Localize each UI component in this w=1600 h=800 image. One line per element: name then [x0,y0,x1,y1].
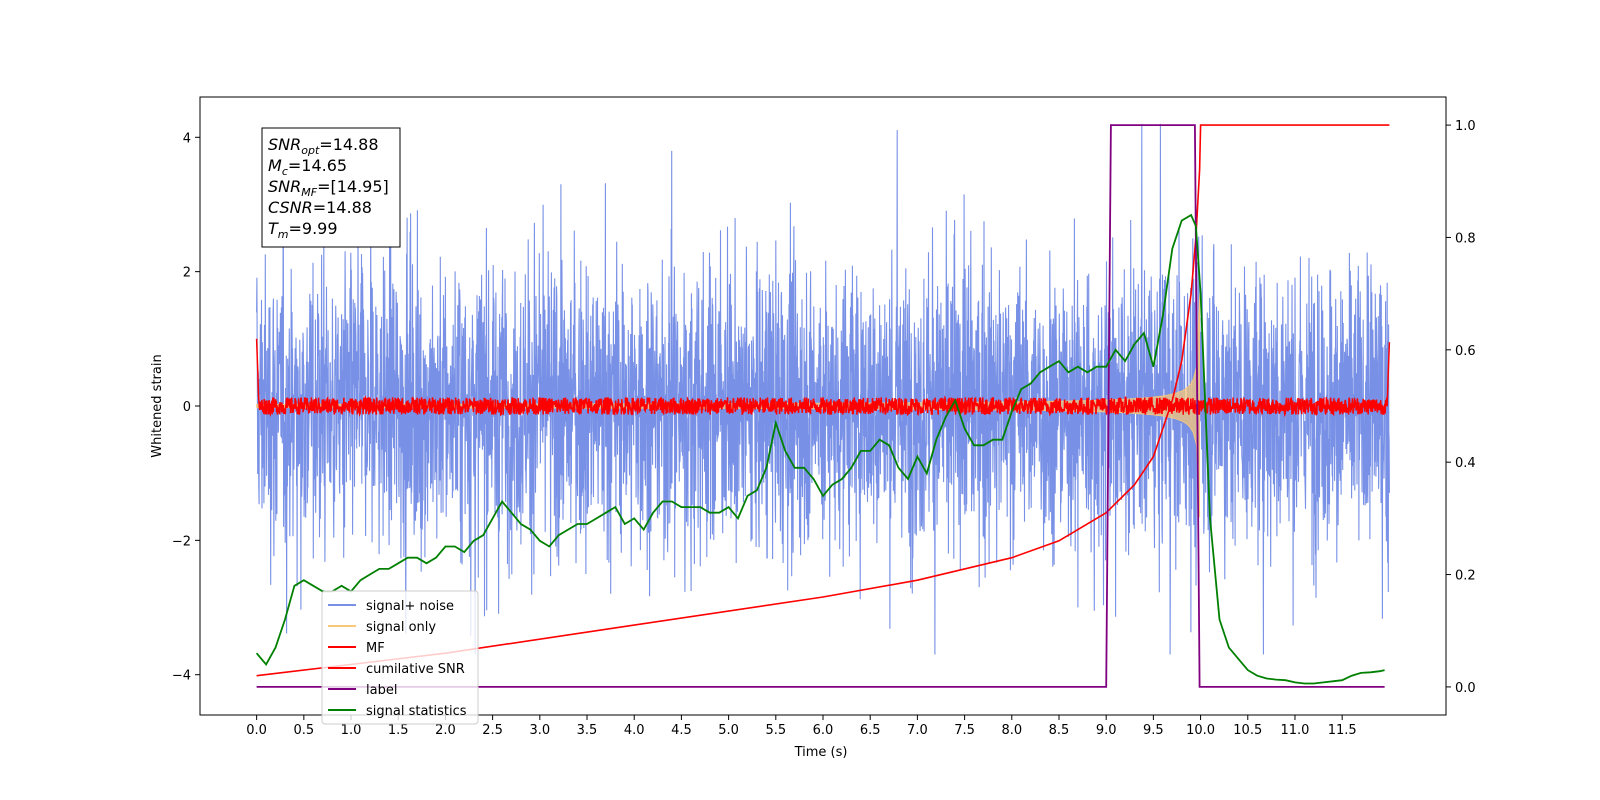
annotation-line: Mc=14.65 [268,156,347,178]
legend-label: MF [366,641,385,656]
y-axis-ticks: −4 −2 0 2 4 [172,131,200,684]
series-cumulative-snr [256,124,1390,677]
x-tick-label: 2.5 [482,723,503,738]
x-tick-label: 9.0 [1096,723,1117,738]
x-tick-label: 9.5 [1143,723,1164,738]
x-axis-label: Time (s) [794,745,848,760]
x-axis-ticks: 0.0 0.5 1.0 1.5 2.0 2.5 3.0 3.5 4.0 4.5 5.0 5.5 6.0 6… [246,715,1357,738]
x-tick-label: 6.0 [813,723,834,738]
x-tick-label: 1.0 [341,723,362,738]
y2-tick-label: 0.2 [1455,569,1476,584]
series-signal-statistics [255,213,1385,685]
x-tick-label: 10.0 [1186,723,1215,738]
y-tick-label: 2 [183,266,191,281]
x-tick-label: 6.5 [860,723,881,738]
x-tick-label: 10.5 [1233,723,1262,738]
legend: signal+ noise signal only MF cumilative SNR… [321,590,479,725]
x-tick-label: 0.5 [293,723,314,738]
stats-annotation-box: SNRopt=14.88Mc=14.65SNRMF=[14.95]CSNR=14… [261,127,401,248]
legend-label: label [366,683,397,698]
x-tick-label: 5.5 [765,723,786,738]
x-tick-label: 1.5 [388,723,409,738]
legend-label: signal only [366,620,436,635]
x-tick-label: 3.0 [529,723,550,738]
y2-tick-label: 0.4 [1455,456,1476,471]
x-tick-label: 4.5 [671,723,692,738]
y2-axis-ticks: 0.0 0.2 0.4 0.6 0.8 1.0 [1446,119,1476,696]
y2-tick-label: 0.0 [1455,681,1476,696]
y2-tick-label: 0.6 [1455,344,1476,359]
x-tick-label: 2.0 [435,723,456,738]
series-mf [255,338,1391,418]
x-tick-label: 5.0 [718,723,739,738]
x-tick-label: 7.0 [907,723,928,738]
y-tick-label: −4 [172,669,191,684]
x-tick-label: 4.0 [624,723,645,738]
legend-label: cumilative SNR [366,662,465,677]
legend-label: signal statistics [366,704,467,719]
y2-tick-label: 0.8 [1455,231,1476,246]
x-tick-label: 7.5 [954,723,975,738]
legend-label: signal+ noise [366,599,454,614]
y2-tick-label: 1.0 [1455,119,1476,134]
annotation-line: CSNR=14.88 [268,198,372,217]
annotation-line: SNRopt=14.88 [268,135,379,157]
x-tick-label: 0.0 [246,723,267,738]
series-label [256,124,1385,688]
x-tick-label: 3.5 [577,723,598,738]
series-layer [255,123,1391,688]
series-signal-noise [256,123,1390,655]
y-tick-label: 0 [183,400,191,415]
y-axis-label: Whitened strain [150,354,165,457]
x-tick-label: 8.0 [1001,723,1022,738]
annotation-line: Tm=9.99 [268,219,338,241]
annotation-line: SNRMF=[14.95] [268,177,389,199]
x-tick-label: 8.5 [1049,723,1070,738]
x-tick-label: 11.5 [1328,723,1357,738]
y-tick-label: −2 [172,534,191,549]
x-tick-label: 11.0 [1280,723,1309,738]
y-tick-label: 4 [183,131,191,146]
